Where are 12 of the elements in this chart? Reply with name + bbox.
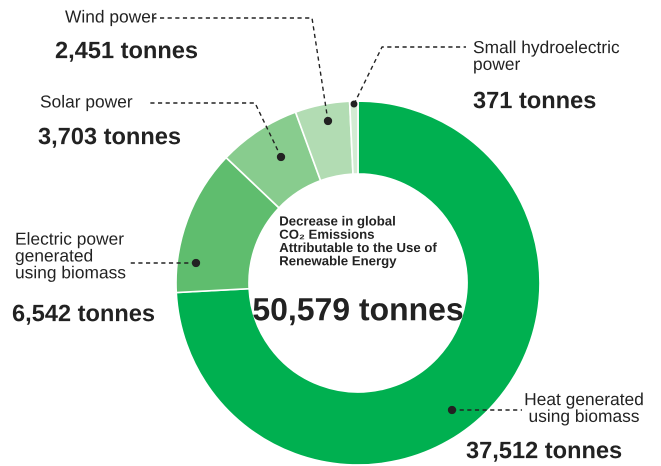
text: 50,579 tonnes	[253, 298, 462, 326]
text: Decrease in global CO₂ Emissions Attributable to the Use of Renewable Energy	[280, 216, 437, 268]
slice-label: Solar power	[40, 94, 132, 112]
slice-label: Wind power	[65, 10, 156, 26]
slice-label: Heat generated using biomass	[526, 392, 643, 426]
data-label: 37,512 tonnes	[466, 442, 622, 462]
data-label: 371 tonnes	[474, 92, 596, 108]
data-label: 6,542 tonnes	[12, 304, 154, 325]
slice-label: Small hydroelectric power	[474, 40, 620, 74]
data-label: 2,451 tonnes	[56, 42, 198, 62]
slice-label: Electric power generated using biomass	[16, 232, 126, 282]
data-label: 3,703 tonnes	[38, 128, 180, 148]
